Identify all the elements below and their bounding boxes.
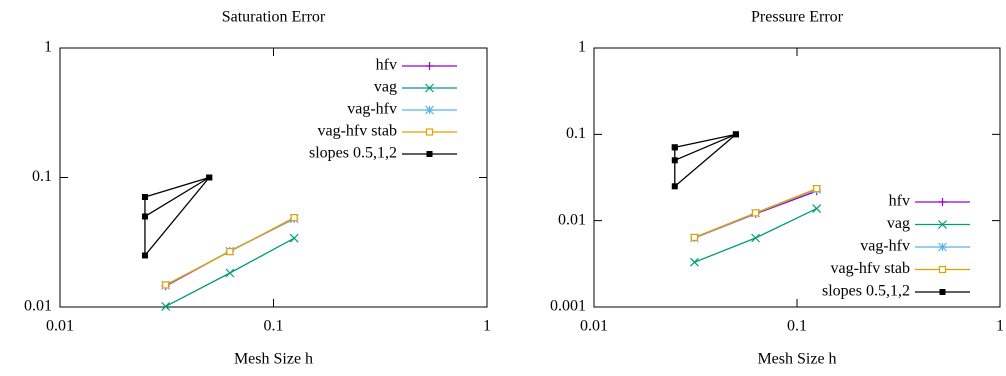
legend-label: vag bbox=[887, 215, 910, 232]
legend-marker bbox=[425, 83, 434, 93]
y-tick-label: 1 bbox=[44, 39, 52, 56]
series-line bbox=[144, 176, 210, 258]
marker bbox=[141, 213, 148, 220]
marker bbox=[161, 302, 171, 311]
x-axis-label: Mesh Size h bbox=[757, 351, 836, 368]
legend-label: slopes 0.5,1,2 bbox=[822, 283, 910, 300]
x-tick-label: 1 bbox=[483, 318, 491, 335]
marker bbox=[141, 252, 148, 259]
y-tick-label: 0.01 bbox=[24, 298, 52, 315]
legend-marker bbox=[425, 62, 434, 70]
marker bbox=[162, 281, 170, 289]
legend-label: vag-hfv bbox=[347, 101, 397, 118]
x-tick-label: 0.01 bbox=[580, 318, 608, 335]
legend-marker bbox=[426, 151, 433, 157]
y-tick-label: 0.001 bbox=[550, 298, 586, 315]
x-tick-label: 0.1 bbox=[264, 318, 284, 335]
x-tick-label: 0.1 bbox=[787, 318, 807, 335]
y-tick-label: 0.1 bbox=[566, 125, 586, 142]
x-axis-label: Mesh Size h bbox=[234, 351, 313, 368]
y-tick-label: 0.1 bbox=[32, 168, 52, 185]
marker bbox=[812, 204, 822, 214]
marker bbox=[225, 268, 235, 278]
legend-label: vag bbox=[374, 79, 397, 96]
legend-marker bbox=[425, 128, 434, 136]
chart-title: Pressure Error bbox=[751, 9, 844, 26]
marker bbox=[290, 214, 298, 222]
legend-label: hfv bbox=[889, 193, 910, 210]
series-line bbox=[674, 133, 737, 188]
y-tick-label: 1 bbox=[578, 39, 586, 56]
legend-label: vag-hfv stab bbox=[317, 123, 397, 140]
legend-marker bbox=[425, 105, 434, 115]
legend-label: vag-hfv bbox=[860, 238, 910, 255]
legend-label: vag-hfv stab bbox=[830, 260, 910, 277]
y-tick-label: 0.01 bbox=[558, 211, 586, 228]
legend-label: slopes 0.5,1,2 bbox=[309, 145, 397, 162]
legend-label: hfv bbox=[376, 57, 397, 74]
legend-marker bbox=[938, 198, 947, 206]
x-tick-label: 0.01 bbox=[46, 318, 74, 335]
marker bbox=[751, 233, 760, 243]
plot-frame bbox=[59, 47, 488, 308]
marker bbox=[732, 131, 739, 138]
x-tick-label: 1 bbox=[996, 318, 1004, 335]
marker bbox=[141, 194, 148, 201]
marker bbox=[671, 183, 678, 190]
legend-marker bbox=[938, 265, 947, 274]
chart-title: Saturation Error bbox=[222, 9, 326, 26]
marker bbox=[671, 157, 678, 164]
marker bbox=[289, 233, 299, 243]
marker bbox=[671, 144, 678, 151]
legend-marker bbox=[938, 220, 947, 229]
legend-marker bbox=[938, 242, 947, 252]
marker bbox=[690, 257, 699, 267]
marker bbox=[813, 185, 821, 193]
legend-marker bbox=[939, 289, 946, 295]
marker bbox=[751, 209, 760, 217]
marker bbox=[206, 174, 213, 181]
marker bbox=[226, 247, 234, 256]
marker bbox=[690, 233, 699, 241]
